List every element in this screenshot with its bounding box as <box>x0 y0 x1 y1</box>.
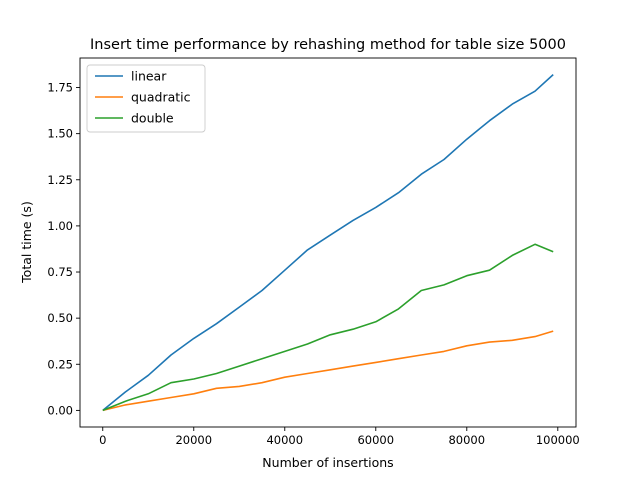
y-tick-label: 1.50 <box>47 127 73 141</box>
x-tick-label: 0 <box>99 433 106 447</box>
plot-lines <box>102 74 554 412</box>
y-tick-label: 1.25 <box>47 173 73 187</box>
y-tick-label: 0.75 <box>47 265 73 279</box>
series-line-double <box>102 243 554 412</box>
x-tick-label: 40000 <box>266 433 303 447</box>
x-tick-label: 100000 <box>536 433 580 447</box>
plot-frame <box>79 57 577 428</box>
legend-label-double: double <box>131 111 174 126</box>
chart-title: Insert time performance by rehashing met… <box>90 37 566 53</box>
legend-label-quadratic: quadratic <box>131 90 191 105</box>
y-tick-label: 1.00 <box>47 219 73 233</box>
series-line-quadratic <box>102 330 554 412</box>
x-tick-label: 20000 <box>175 433 212 447</box>
legend-label-linear: linear <box>131 69 167 84</box>
y-tick-label: 0.00 <box>47 403 73 417</box>
x-axis: 0 20000 40000 60000 80000 100000 <box>99 427 580 447</box>
x-axis-label: Number of insertions <box>262 455 393 470</box>
y-tick-label: 0.25 <box>47 357 73 371</box>
legend: linear quadratic double <box>86 64 206 133</box>
legend-box <box>86 64 206 133</box>
y-axis-label: Total time (s) <box>19 201 34 284</box>
x-tick-label: 80000 <box>448 433 485 447</box>
y-axis: 0.00 0.25 0.50 0.75 1.00 1.25 1.50 1.75 <box>47 81 80 417</box>
y-tick-label: 1.75 <box>47 81 73 95</box>
series-line-linear <box>102 74 554 412</box>
y-tick-label: 0.50 <box>47 311 73 325</box>
x-tick-label: 60000 <box>357 433 394 447</box>
